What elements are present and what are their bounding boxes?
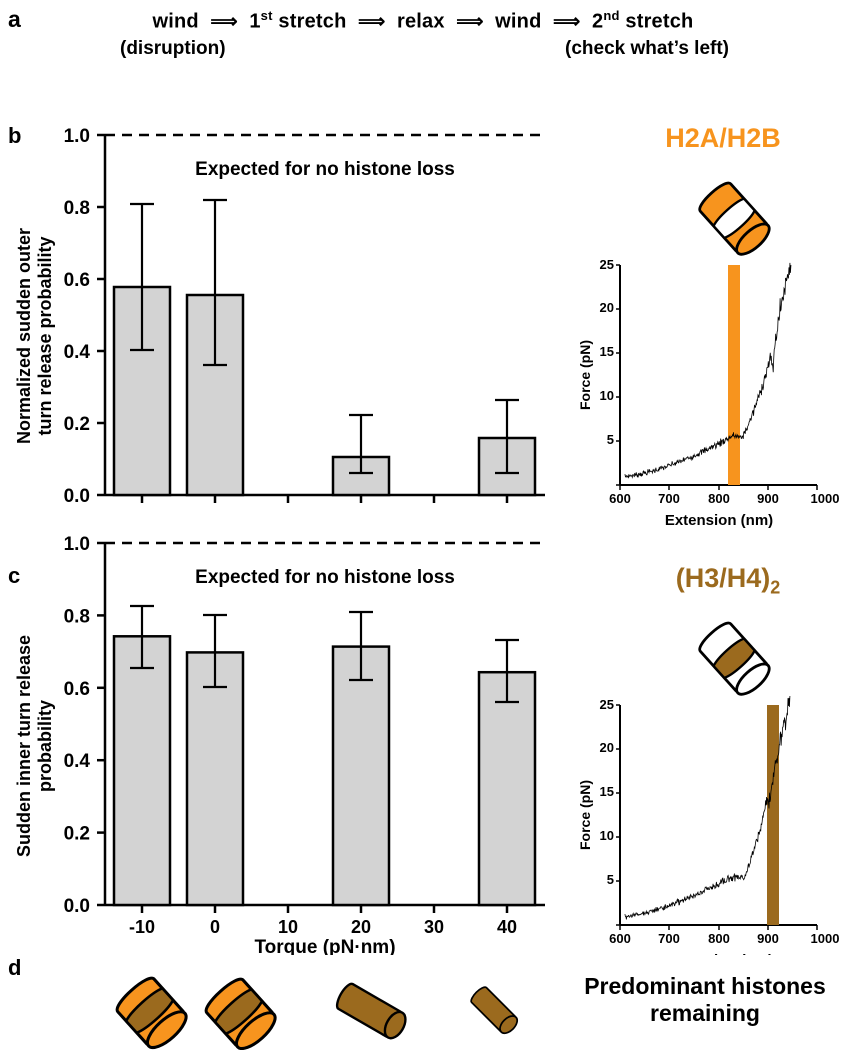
- svg-text:700: 700: [658, 931, 680, 946]
- svg-text:20: 20: [600, 740, 614, 755]
- svg-text:10: 10: [600, 388, 614, 403]
- svg-text:Force (pN): Force (pN): [577, 340, 593, 410]
- svg-text:600: 600: [609, 931, 631, 946]
- svg-text:15: 15: [600, 344, 614, 359]
- svg-text:25: 25: [600, 257, 614, 272]
- svg-text:700: 700: [658, 491, 680, 506]
- svg-text:800: 800: [708, 491, 730, 506]
- svg-text:900: 900: [757, 931, 779, 946]
- svg-text:Force (pN): Force (pN): [577, 780, 593, 850]
- svg-text:1000: 1000: [811, 931, 840, 946]
- svg-text:5: 5: [607, 432, 614, 447]
- svg-text:5: 5: [607, 872, 614, 887]
- svg-text:10: 10: [600, 828, 614, 843]
- svg-text:900: 900: [757, 491, 779, 506]
- svg-text:25: 25: [600, 697, 614, 712]
- svg-text:800: 800: [708, 931, 730, 946]
- svg-text:1000: 1000: [811, 491, 840, 506]
- svg-text:15: 15: [600, 784, 614, 799]
- svg-text:Extension (nm): Extension (nm): [665, 512, 773, 529]
- svg-text:20: 20: [600, 300, 614, 315]
- svg-text:600: 600: [609, 491, 631, 506]
